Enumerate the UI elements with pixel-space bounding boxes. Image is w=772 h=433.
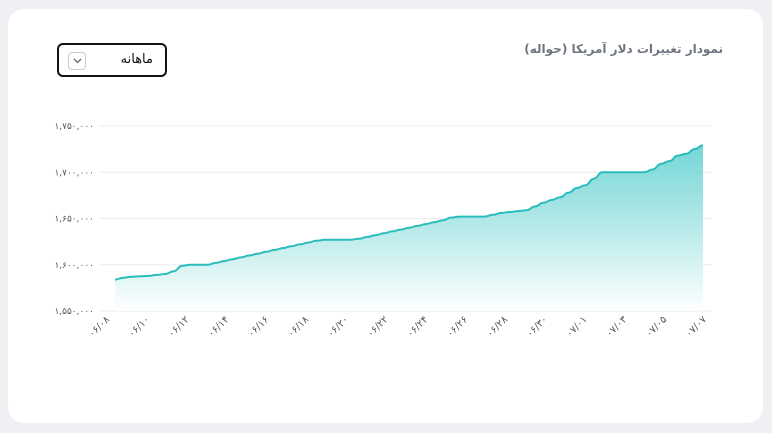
y-tick-label: ۱,۵۵۰,۰۰۰ xyxy=(54,307,94,317)
y-tick-label: ۱,۷۵۰,۰۰۰ xyxy=(54,122,94,132)
x-tick-label: ۰۶/۲۰ xyxy=(326,314,351,339)
period-select[interactable]: ماهانه xyxy=(57,43,167,77)
x-axis: ۰۶/۰۸ ۰۶/۱۰ ۰۶/۱۲ ۰۶/۱۴ ۰۶/۱۶ ۰۶/۱۸ ۰۶/۲۰ ۰۶/۲۲… xyxy=(87,314,710,340)
x-tick-label: ۰۶/۲۴ xyxy=(405,314,430,339)
y-tick-label: ۱,۶۵۰,۰۰۰ xyxy=(54,215,94,225)
x-tick-label: ۰۶/۲۶ xyxy=(445,314,470,339)
series-line xyxy=(114,144,704,281)
chevron-down-icon xyxy=(68,52,86,70)
x-tick-label: ۰۶/۳۰ xyxy=(525,314,550,339)
x-tick-label: ۰۶/۰۸ xyxy=(87,314,113,340)
x-tick-label: ۰۷/۰۵ xyxy=(644,314,669,339)
y-tick-label: ۱,۶۰۰,۰۰۰ xyxy=(54,261,94,271)
x-tick-label: ۰۶/۱۰ xyxy=(127,314,152,339)
x-tick-label: ۰۶/۲۲ xyxy=(365,314,390,339)
x-tick-label: ۰۷/۰۱ xyxy=(564,314,589,339)
y-tick-label: ۱,۷۰۰,۰۰۰ xyxy=(54,168,94,178)
x-tick-label: ۰۷/۰۷ xyxy=(684,314,710,340)
x-tick-label: ۰۶/۲۸ xyxy=(485,314,511,340)
chart-title: نمودار تغییرات دلار آمریکا (حواله) xyxy=(524,42,723,56)
period-select-value: ماهانه xyxy=(120,52,153,67)
x-tick-label: ۰۶/۱۶ xyxy=(246,314,271,339)
x-tick-label: ۰۶/۱۲ xyxy=(166,314,191,339)
x-tick-label: ۰۶/۱۸ xyxy=(286,314,312,340)
x-tick-label: ۰۷/۰۳ xyxy=(604,314,630,340)
x-tick-label: ۰۶/۱۴ xyxy=(206,314,231,339)
y-axis: ۱,۵۵۰,۰۰۰ ۱,۶۰۰,۰۰۰ ۱,۶۵۰,۰۰۰ ۱,۷۰۰,۰۰۰ ۱,۷۵… xyxy=(54,122,94,317)
